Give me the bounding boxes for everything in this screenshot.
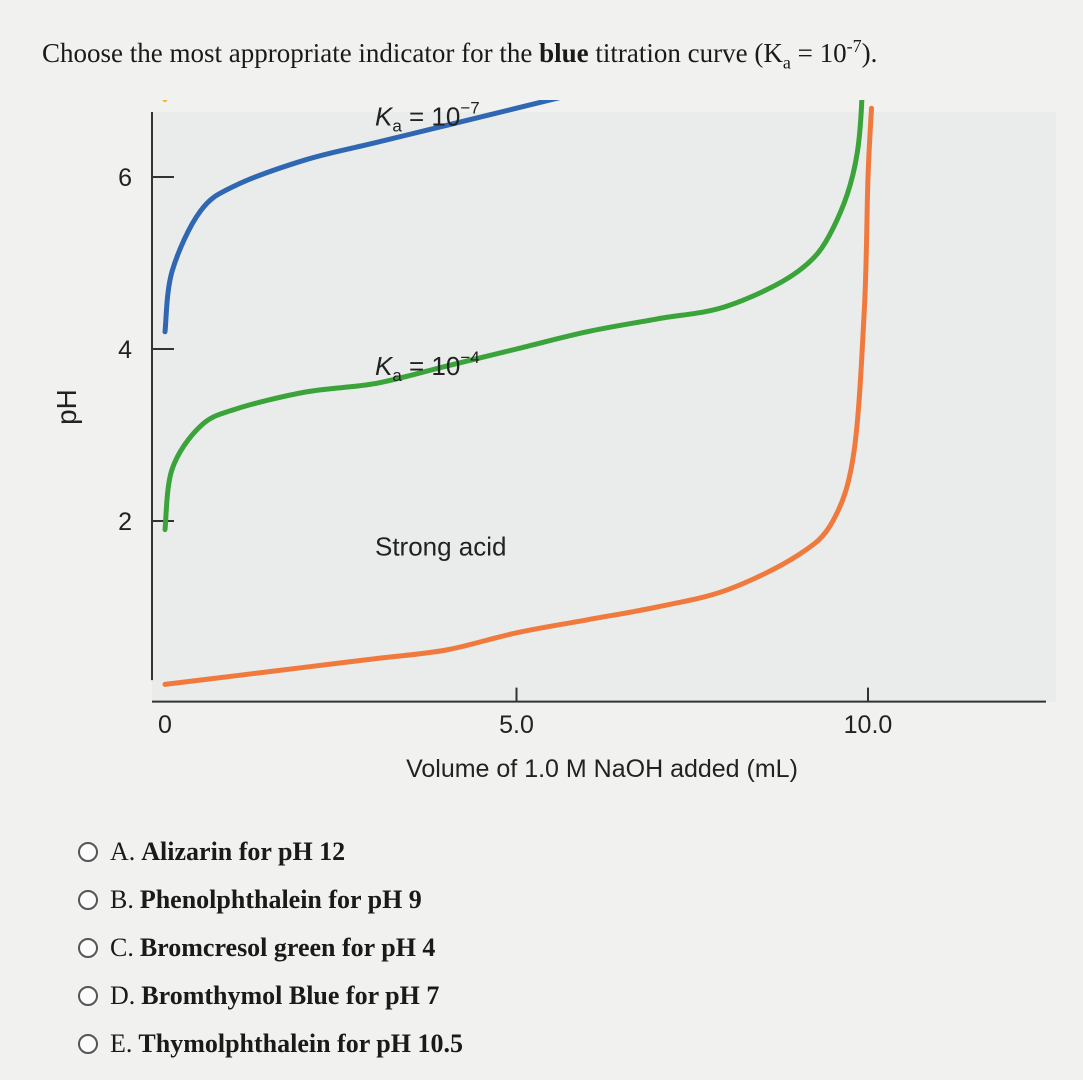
option-label: Thymolphthalein for pH 10.5	[138, 1029, 463, 1058]
y-tick-label: 2	[118, 508, 132, 536]
option-letter: A.	[110, 837, 136, 866]
option-e[interactable]: E. Thymolphthalein for pH 10.5	[78, 1020, 463, 1068]
radio-button-icon[interactable]	[78, 890, 98, 910]
curve-label: Ka = 10−4	[375, 348, 480, 385]
option-c[interactable]: C. Bromcresol green for pH 4	[78, 924, 463, 972]
option-label: Bromthymol Blue for pH 7	[141, 981, 440, 1010]
y-axis-title: pH	[51, 389, 82, 425]
question-sub: a	[782, 52, 791, 73]
series-line-3	[162, 105, 874, 687]
question-middle: titration curve (K	[588, 38, 783, 68]
option-label: Alizarin for pH 12	[141, 837, 346, 866]
option-label: Phenolphthalein for pH 9	[139, 885, 422, 914]
curve-label: Strong acid	[375, 531, 507, 561]
option-b[interactable]: B. Phenolphthalein for pH 9	[78, 876, 463, 924]
option-d[interactable]: D. Bromthymol Blue for pH 7	[78, 972, 463, 1020]
option-letter: E.	[110, 1029, 133, 1058]
radio-button-icon[interactable]	[78, 938, 98, 958]
option-label: Bromcresol green for pH 4	[139, 933, 436, 962]
radio-button-icon[interactable]	[78, 842, 98, 862]
answer-options: A. Alizarin for pH 12 B. Phenolphthalein f…	[78, 828, 463, 1068]
curve-label: Ka = 10−7	[375, 100, 480, 135]
y-tick-label: 4	[118, 336, 132, 364]
plot-background	[152, 112, 1056, 702]
question-equals: = 10	[790, 38, 847, 68]
y-tick-label: 6	[118, 164, 132, 192]
option-a[interactable]: A. Alizarin for pH 12	[78, 828, 463, 876]
series-group	[162, 100, 874, 687]
question-suffix: ).	[861, 38, 878, 68]
option-letter: C.	[110, 933, 134, 962]
question-sup: -7	[846, 36, 862, 56]
x-tick-label: 5.0	[499, 711, 534, 739]
series-line-1	[162, 100, 561, 335]
series-line-2	[162, 100, 865, 533]
radio-button-icon[interactable]	[78, 986, 98, 1006]
x-axis-title: Volume of 1.0 M NaOH added (mL)	[406, 755, 798, 783]
question-text: Choose the most appropriate indicator fo…	[42, 26, 1072, 82]
x-tick-label: 10.0	[844, 711, 893, 739]
question-prefix: Choose the most appropriate indicator fo…	[42, 38, 540, 68]
radio-button-icon[interactable]	[78, 1034, 98, 1054]
question-emphasis: blue	[539, 38, 589, 68]
option-letter: B.	[110, 885, 134, 914]
option-letter: D.	[110, 981, 136, 1010]
x-tick-label: 0	[158, 711, 172, 739]
